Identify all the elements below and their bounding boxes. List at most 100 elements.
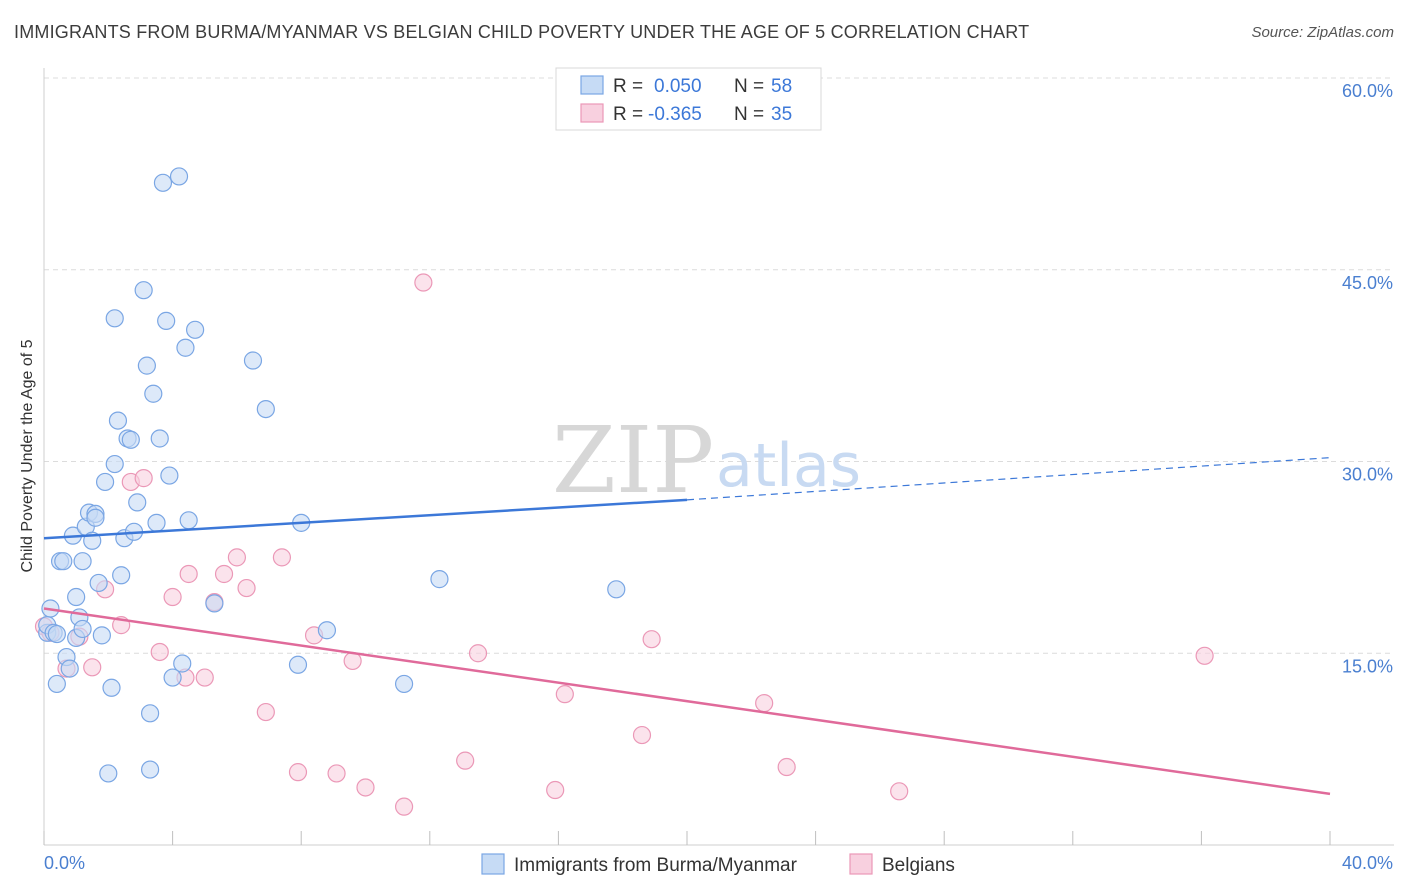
point-series1-28 — [468, 644, 488, 663]
point-series0-50 — [205, 594, 224, 613]
point-series1-34 — [777, 757, 796, 777]
point-series0-49 — [186, 320, 205, 339]
point-series0-55 — [317, 621, 337, 640]
stats-r-label-1: R = — [613, 104, 643, 125]
point-series0-40 — [150, 429, 169, 448]
point-series0-53 — [288, 655, 308, 674]
point-series1-36 — [1195, 646, 1214, 665]
point-series0-56 — [394, 674, 414, 694]
stats-box: R = 0.050 N = 58 R = -0.365 N = 35 — [555, 67, 822, 131]
stats-r-label-0: R = — [613, 76, 643, 97]
point-series0-20 — [86, 508, 105, 527]
point-series0-57 — [430, 570, 449, 589]
point-series1-13 — [195, 668, 214, 687]
point-series0-15 — [73, 619, 92, 639]
point-series0-5 — [47, 674, 66, 694]
point-series0-59 — [99, 764, 118, 783]
point-series1-19 — [272, 548, 292, 567]
stats-r-value-0: 0.050 — [654, 76, 702, 97]
point-series1-4 — [83, 658, 102, 677]
point-series1-31 — [632, 725, 652, 745]
point-series0-27 — [108, 411, 128, 430]
point-series1-20 — [288, 763, 308, 782]
trend-line-belgians — [43, 607, 1331, 796]
point-series1-15 — [214, 564, 234, 584]
stats-n-label-1: N = — [734, 104, 764, 125]
point-series1-35 — [890, 782, 909, 801]
stats-swatch-blue — [580, 75, 604, 95]
point-series1-30 — [555, 685, 574, 704]
point-series0-28 — [112, 566, 131, 585]
watermark-atlas: atlas — [716, 431, 861, 501]
watermark: ZIP atlas — [552, 407, 861, 514]
point-series1-22 — [327, 764, 346, 783]
y-tick-label-15: 15.0% — [1342, 656, 1393, 676]
point-series1-12 — [179, 564, 198, 584]
x-tick-label-min: 0.0% — [44, 853, 85, 873]
point-series0-22 — [92, 626, 111, 645]
point-series0-31 — [121, 430, 140, 449]
point-series1-33 — [755, 694, 774, 713]
point-series0-45 — [169, 167, 189, 186]
gridlines — [44, 77, 1394, 654]
point-series0-33 — [128, 493, 147, 512]
stats-n-value-0: 58 — [771, 76, 792, 97]
point-series1-29 — [546, 780, 565, 800]
stats-n-value-1: 35 — [771, 104, 792, 125]
point-series1-25 — [394, 797, 414, 816]
data-points — [34, 167, 1214, 816]
stats-n-label-0: N = — [734, 76, 764, 97]
point-series0-25 — [105, 454, 124, 474]
point-series1-10 — [163, 587, 182, 607]
point-series0-43 — [160, 466, 179, 485]
point-series0-48 — [179, 511, 198, 530]
point-series0-41 — [153, 173, 173, 192]
legend-swatch-blue — [481, 853, 505, 875]
point-series0-52 — [256, 399, 275, 419]
point-series0-38 — [144, 384, 163, 403]
x-tick-label-max: 40.0% — [1342, 853, 1393, 873]
point-series0-47 — [176, 338, 195, 357]
point-series0-9 — [60, 659, 79, 678]
y-tick-label-60: 60.0% — [1342, 81, 1393, 101]
point-series0-44 — [163, 668, 182, 687]
point-series0-24 — [102, 678, 121, 697]
stats-r-value-1: -0.365 — [648, 104, 702, 125]
watermark-zip: ZIP — [552, 407, 714, 514]
point-series0-39 — [147, 513, 166, 532]
point-series0-51 — [243, 351, 263, 370]
point-series0-58 — [607, 580, 626, 599]
point-series0-34 — [134, 281, 153, 300]
point-series0-26 — [105, 309, 124, 328]
point-series1-18 — [256, 702, 275, 722]
point-series0-23 — [95, 472, 115, 492]
point-series1-8 — [134, 469, 153, 488]
stats-swatch-pink — [580, 103, 604, 123]
point-series0-7 — [54, 552, 73, 571]
legend: Immigrants from Burma/Myanmar Belgians — [481, 853, 955, 876]
y-tick-label-45: 45.0% — [1342, 273, 1393, 293]
point-series0-35 — [137, 356, 156, 375]
point-series0-11 — [67, 587, 86, 607]
point-series0-14 — [73, 552, 92, 571]
point-series1-24 — [356, 778, 375, 797]
y-tick-label-30: 30.0% — [1342, 465, 1393, 485]
point-series1-9 — [150, 642, 169, 662]
point-series1-16 — [227, 548, 246, 567]
axes: 15.0% 30.0% 45.0% 60.0% 0.0% 40.0% — [43, 68, 1394, 873]
point-series0-37 — [140, 760, 160, 779]
point-series1-17 — [237, 578, 256, 598]
trend-line-burma — [43, 498, 688, 540]
chart-title: IMMIGRANTS FROM BURMA/MYANMAR VS BELGIAN… — [14, 22, 1030, 42]
legend-label-burma: Immigrants from Burma/Myanmar — [514, 855, 798, 876]
chart-source: Source: ZipAtlas.com — [1251, 24, 1394, 41]
point-series1-27 — [456, 751, 475, 770]
legend-label-belgians: Belgians — [882, 855, 955, 876]
point-series0-46 — [173, 654, 192, 673]
point-series0-4 — [47, 624, 66, 644]
point-series0-42 — [157, 311, 176, 330]
point-series1-26 — [414, 273, 433, 292]
point-series0-21 — [89, 573, 108, 593]
point-series0-36 — [140, 704, 160, 723]
